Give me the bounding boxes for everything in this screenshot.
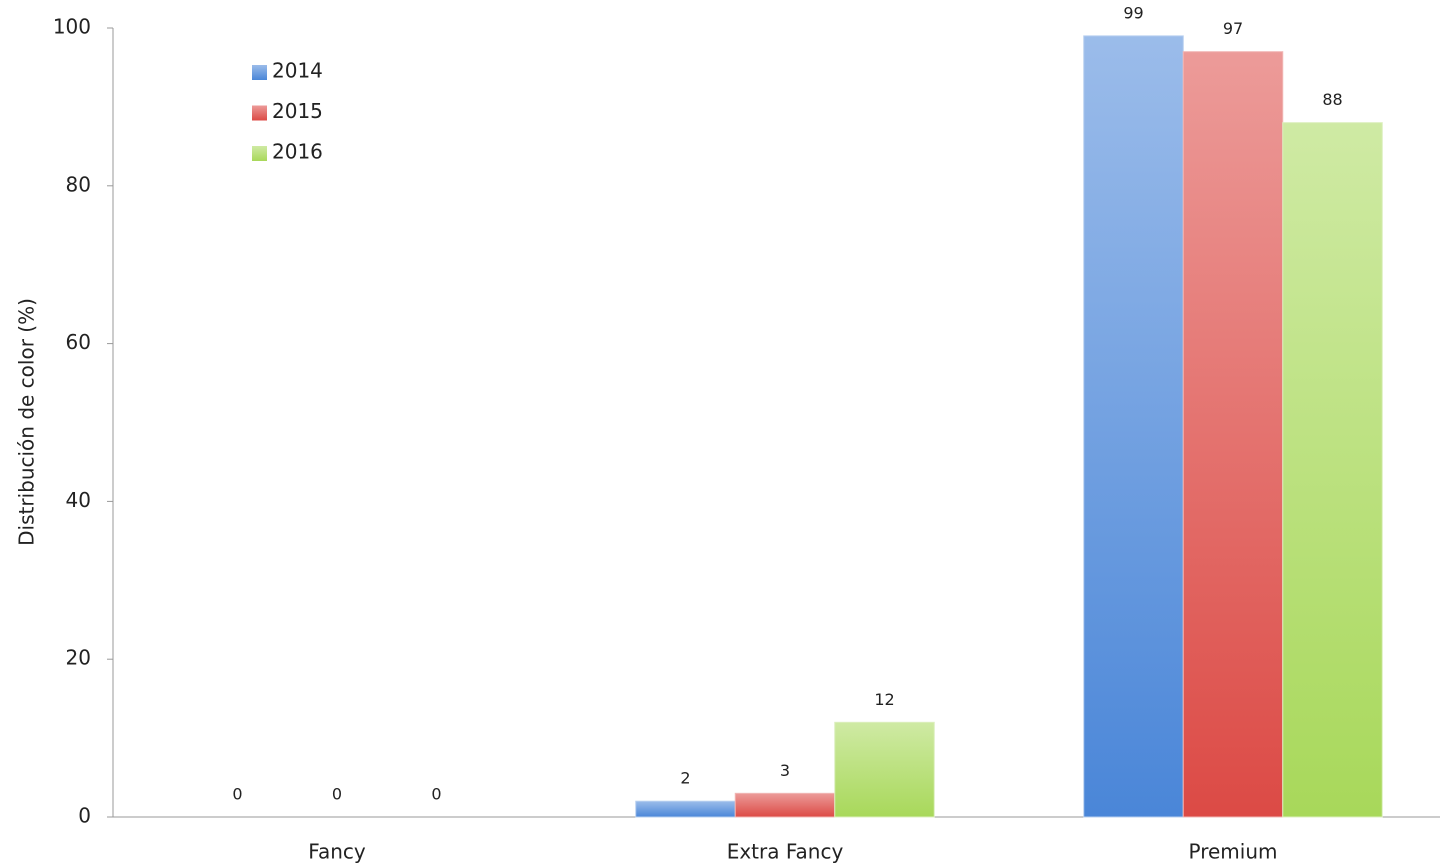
bar <box>635 800 736 818</box>
data-label: 0 <box>232 785 242 804</box>
bar <box>1282 122 1383 818</box>
x-tick-label: Fancy <box>308 840 366 864</box>
bar <box>1083 35 1184 818</box>
y-tick-label: 100 <box>53 15 91 39</box>
bar <box>1182 51 1284 818</box>
legend-label: 2016 <box>272 140 323 164</box>
legend-swatch <box>252 105 267 121</box>
y-tick-label: 20 <box>66 646 91 670</box>
y-tick-label: 80 <box>66 172 91 196</box>
legend-label: 2014 <box>272 59 323 83</box>
y-tick-label: 60 <box>66 330 91 354</box>
y-axis-label: Distribución de color (%) <box>15 298 39 546</box>
data-label: 88 <box>1322 90 1342 109</box>
data-label: 12 <box>874 690 894 709</box>
data-label: 97 <box>1223 19 1243 38</box>
y-tick-label: 0 <box>78 804 91 828</box>
x-tick-label: Premium <box>1189 840 1278 864</box>
bar <box>834 721 935 818</box>
data-label: 3 <box>780 761 790 780</box>
data-label: 2 <box>680 769 690 788</box>
x-tick-label: Extra Fancy <box>727 840 844 864</box>
data-label: 0 <box>431 785 441 804</box>
legend-label: 2015 <box>272 99 323 123</box>
data-label: 0 <box>332 785 342 804</box>
bar <box>734 792 836 818</box>
y-tick-label: 40 <box>66 488 91 512</box>
legend-swatch <box>252 146 267 161</box>
legend-swatch <box>252 65 267 80</box>
data-label: 99 <box>1123 3 1143 22</box>
